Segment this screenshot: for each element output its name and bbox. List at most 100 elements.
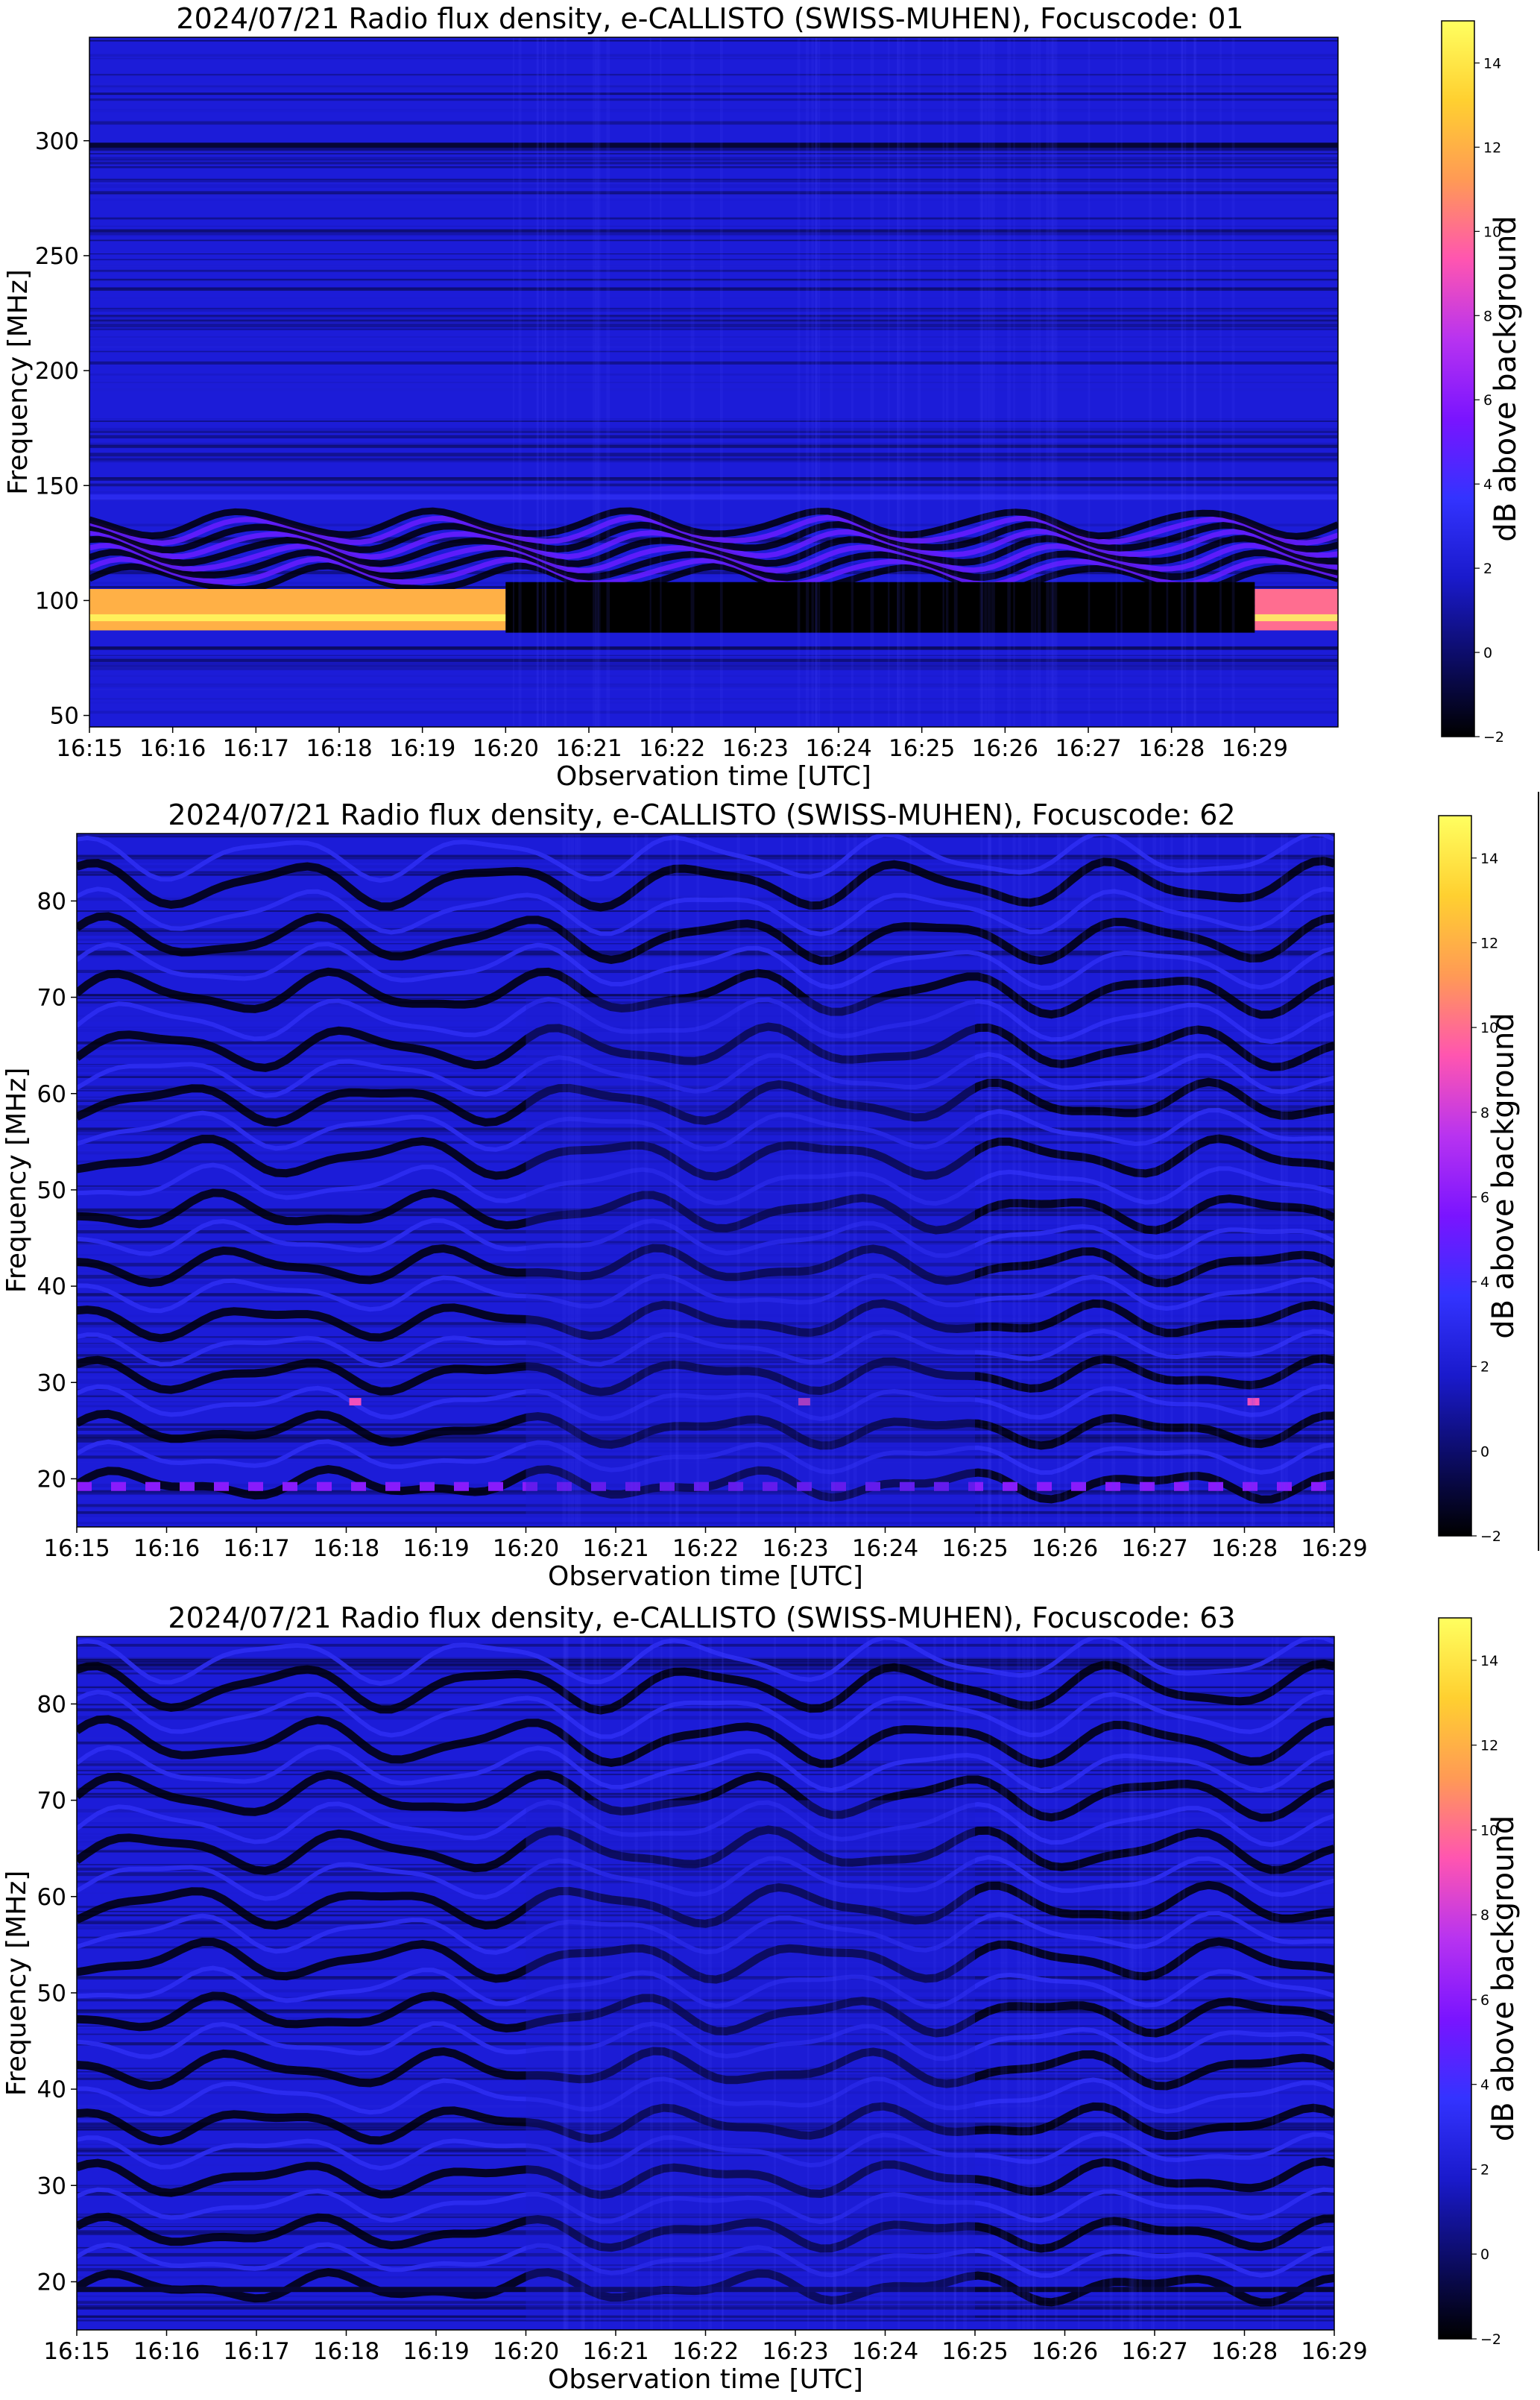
spectrogram-feature-core xyxy=(1255,614,1338,622)
spectrogram-texture-row xyxy=(77,2067,1334,2070)
x-tick-label: 16:24 xyxy=(852,1535,918,1562)
spectrogram-hot-pixel xyxy=(349,1398,362,1406)
spectrogram-vertical-streak xyxy=(1219,37,1222,727)
spectrogram-texture-row xyxy=(77,1490,1334,1493)
spectrogram-texture-row xyxy=(89,684,1338,687)
spectrogram-vertical-streak xyxy=(998,834,1003,1527)
spectrogram-texture-row xyxy=(77,954,1334,957)
spectrogram-vertical-streak xyxy=(1322,834,1326,1527)
spectrogram-texture-row xyxy=(77,2268,1334,2272)
chart-title: 2024/07/21 Radio flux density, e-CALLIST… xyxy=(168,799,1235,831)
spectrogram-vertical-streak xyxy=(888,37,890,727)
spectrogram-texture-row xyxy=(77,1666,1334,1669)
spectrogram-texture-row xyxy=(77,1461,1334,1464)
spectrogram-texture-row xyxy=(77,1253,1334,1256)
spectrogram-texture-row xyxy=(77,1450,1334,1452)
x-tick-label: 16:15 xyxy=(56,735,122,762)
spectrogram-vertical-streak xyxy=(815,37,818,727)
spectrogram-texture-row xyxy=(89,316,1338,319)
spectrogram-texture-row xyxy=(89,657,1338,661)
x-tick-label: 16:26 xyxy=(972,735,1038,762)
spectrogram-vertical-streak xyxy=(1138,1637,1143,2330)
spectrogram-vertical-streak xyxy=(1182,1637,1186,2330)
y-tick-label: 80 xyxy=(37,888,66,915)
spectrogram-wave-stripe xyxy=(77,1218,1334,1260)
spectrogram-hot-pixel xyxy=(1247,1398,1260,1406)
spectrogram-vertical-streak xyxy=(1152,834,1157,1527)
spectrogram-vertical-streak xyxy=(1193,834,1196,1527)
spectrogram-vertical-streak xyxy=(780,834,783,1527)
spectrogram-vertical-streak xyxy=(989,834,991,1527)
spectrogram-texture-row xyxy=(77,834,1334,836)
spectrogram-texture-row xyxy=(77,1097,1334,1101)
spectrogram-panel-1: 16:15 16:16 16:17 16:18 16:19 16:20 16:21 16:22… xyxy=(3,2,1523,792)
spectrogram-vertical-streak xyxy=(544,37,547,727)
colorbar-tick-label: 10 xyxy=(1480,1020,1498,1036)
spectrogram-vertical-streak xyxy=(649,37,651,727)
spectrogram-vertical-streak xyxy=(574,834,578,1527)
spectrogram-vertical-streak xyxy=(541,37,544,727)
spectrogram-texture-row xyxy=(77,1881,1334,1884)
x-tick-label: 16:27 xyxy=(1055,735,1121,762)
spectrogram-vertical-streak xyxy=(1301,834,1304,1527)
spectrogram-texture-row xyxy=(77,1437,1334,1440)
y-tick-label: 30 xyxy=(37,1370,66,1396)
spectrogram-vertical-streak xyxy=(988,1637,991,2330)
spectrogram-texture-row xyxy=(89,288,1338,289)
spectrogram-texture-row xyxy=(77,1187,1334,1191)
spectrogram-texture-row xyxy=(77,2042,1334,2046)
spectrogram-vertical-streak xyxy=(597,37,601,727)
spectrogram-vertical-streak xyxy=(831,834,836,1527)
spectrogram-vertical-streak xyxy=(1115,37,1117,727)
spectrogram-wave-stripe xyxy=(77,2242,1334,2278)
spectrogram-vertical-streak xyxy=(1027,834,1030,1527)
spectrogram-wave-stripe xyxy=(77,1188,1334,1235)
spectrogram-wave-stripe xyxy=(77,857,1334,912)
spectrogram-texture-row xyxy=(77,1096,1334,1099)
spectrogram-vertical-streak xyxy=(1275,1637,1279,2330)
spectrogram-texture-row xyxy=(77,1064,1334,1065)
colorbar-tick-label: 4 xyxy=(1480,2077,1489,2094)
spectrogram-vertical-streak xyxy=(833,1637,837,2330)
spectrogram-wave-stripe xyxy=(77,1660,1334,1715)
spectrogram-vertical-streak xyxy=(721,1637,724,2330)
spectrogram-texture-row xyxy=(89,577,1338,582)
spectrogram-texture-row xyxy=(77,1686,1334,1689)
colorbar-tick-label: −2 xyxy=(1483,729,1504,746)
spectrogram-texture-row xyxy=(77,1151,1334,1155)
spectrogram-texture-row xyxy=(89,153,1338,155)
spectrogram-texture-row xyxy=(77,1241,1334,1245)
x-axis-label: Observation time [UTC] xyxy=(556,761,871,792)
spectrogram-wave-stripe xyxy=(77,1052,1334,1098)
spectrogram-vertical-streak xyxy=(582,1637,585,2330)
spectrogram-vertical-streak xyxy=(1046,37,1050,727)
colorbar-label: dB above background xyxy=(1489,215,1523,542)
spectrogram-texture-row xyxy=(89,92,1338,95)
spectrogram-vertical-streak xyxy=(722,1637,725,2330)
spectrogram-texture-row xyxy=(77,2149,1334,2153)
spectrogram-texture-row xyxy=(77,1279,1334,1282)
spectrogram-texture-row xyxy=(77,1770,1334,1771)
spectrogram-texture-row xyxy=(89,225,1338,227)
colorbar-tick-label: 6 xyxy=(1480,1992,1489,2009)
spectrogram-texture-row xyxy=(89,378,1338,380)
spectrogram-vertical-streak xyxy=(577,834,581,1527)
spectrogram-texture-row xyxy=(77,1376,1334,1379)
x-tick-label: 16:24 xyxy=(852,2338,918,2365)
colorbar-tick-label: −2 xyxy=(1480,1528,1501,1545)
spectrogram-wave-stripe xyxy=(77,1244,1334,1288)
x-tick-label: 16:19 xyxy=(389,735,455,762)
spectrogram-vertical-streak xyxy=(593,1637,597,2330)
spectrogram-texture-row xyxy=(77,932,1334,936)
spectrogram-texture-row xyxy=(77,1280,1334,1283)
spectrogram-vertical-streak xyxy=(809,834,813,1527)
spectrogram-texture-row xyxy=(77,1833,1334,1835)
spectrogram-texture-row xyxy=(89,458,1338,462)
colorbar-tick-label: 4 xyxy=(1483,476,1492,493)
spectrogram-vertical-streak xyxy=(1035,834,1038,1527)
spectrogram-wave-stripe xyxy=(89,535,1338,567)
spectrogram-texture-row xyxy=(77,1687,1334,1690)
spectrogram-texture-row xyxy=(77,1936,1334,1938)
spectrogram-texture-row xyxy=(89,427,1338,429)
spectrogram-texture-row xyxy=(89,476,1338,479)
